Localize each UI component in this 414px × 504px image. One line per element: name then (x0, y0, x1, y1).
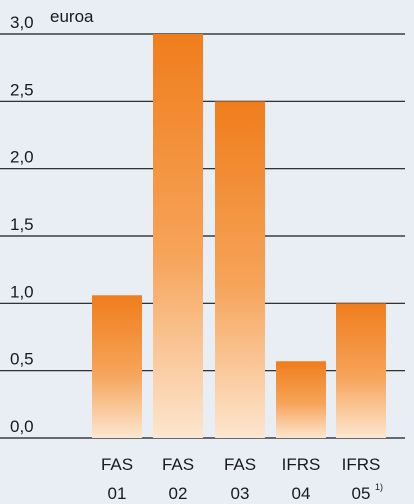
y-tick-label: 0,5 (10, 350, 34, 369)
unit-label: euroa (50, 7, 94, 26)
x-category-label-line1: IFRS (282, 455, 321, 474)
x-category-label-line2: 04 (292, 484, 311, 503)
y-axis-tick-labels: 0,0 0,5 1,0 1,5 2,0 2,5 3,0 (10, 13, 34, 436)
x-category-label-line2: 02 (169, 484, 188, 503)
bar (92, 295, 142, 438)
y-tick-label: 0,0 (10, 417, 34, 436)
bar (153, 34, 203, 438)
footnote-marker: 1) (375, 482, 383, 492)
y-tick-label: 2,0 (10, 148, 34, 167)
bars (92, 34, 386, 438)
y-tick-label: 1,0 (10, 282, 34, 301)
x-category-label-line1: IFRS (342, 455, 381, 474)
y-tick-label: 2,5 (10, 80, 34, 99)
x-category-label-line2: 03 (231, 484, 250, 503)
y-tick-label: 3,0 (10, 13, 34, 32)
bar (215, 101, 265, 438)
x-category-label-line1: FAS (224, 455, 256, 474)
y-tick-label: 1,5 (10, 215, 34, 234)
bar (336, 303, 386, 438)
x-category-label-line2: 01 (108, 484, 127, 503)
x-category-label-line2: 05 (352, 484, 371, 503)
bar (276, 361, 326, 438)
x-category-label-line1: FAS (162, 455, 194, 474)
x-category-label-line1: FAS (101, 455, 133, 474)
x-axis-category-labels: FAS 01 FAS 02 FAS 03 IFRS 04 IFRS 05 1) (101, 455, 383, 503)
